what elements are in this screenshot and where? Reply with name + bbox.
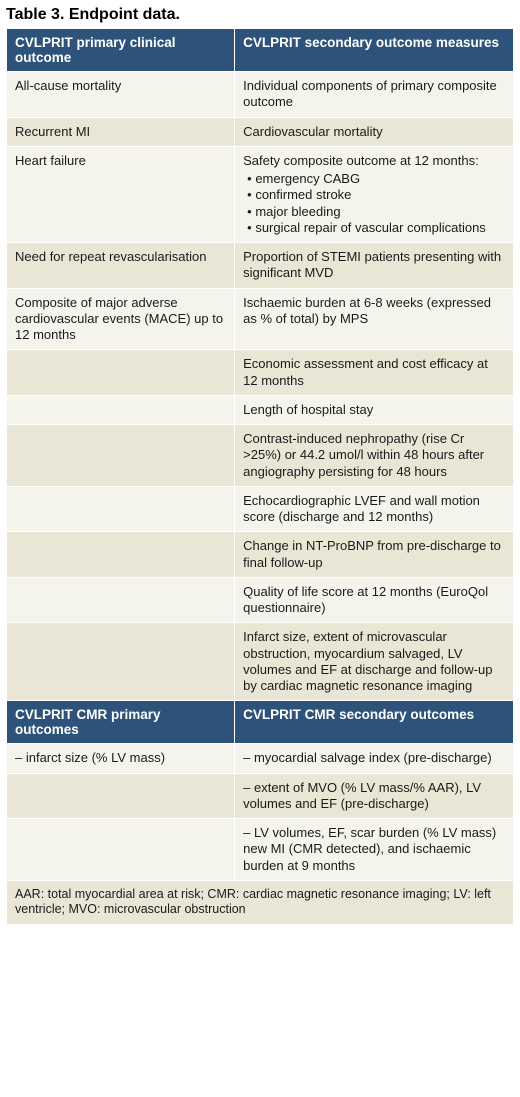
section1-right-cell: Change in NT-ProBNP from pre-discharge t… [235,532,514,578]
section1-row: Echocardiographic LVEF and wall motion s… [7,486,514,532]
section1-right-cell: Proportion of STEMI patients presenting … [235,243,514,289]
section1-right-cell: Quality of life score at 12 months (Euro… [235,577,514,623]
section1-left-cell: Heart failure [7,146,235,242]
section2-left-cell [7,773,235,819]
header-row-2-right: CVLPRIT CMR secondary outcomes [235,701,514,744]
section1-left-cell: Need for repeat revascularisation [7,243,235,289]
section1-right-cell: Length of hospital stay [235,395,514,424]
section1-row: Composite of major adverse cardiovascula… [7,288,514,350]
section1-left-cell: Recurrent MI [7,117,235,146]
section2-right-cell: – extent of MVO (% LV mass/% AAR), LV vo… [235,773,514,819]
header-row-1-right: CVLPRIT secondary outcome measures [235,29,514,72]
section1-left-cell [7,395,235,424]
section1-row: Economic assessment and cost efficacy at… [7,350,514,396]
footnote-row: AAR: total myocardial area at risk; CMR:… [7,880,514,924]
section2-left-cell [7,819,235,881]
section1-row: Length of hospital stay [7,395,514,424]
section1-left-cell [7,350,235,396]
section2-right-cell: – LV volumes, EF, scar burden (% LV mass… [235,819,514,881]
section1-row: Quality of life score at 12 months (Euro… [7,577,514,623]
bullet-intro: Safety composite outcome at 12 months: [243,153,505,169]
section1-right-cell: Individual components of primary composi… [235,72,514,118]
section1-right-cell: Infarct size, extent of microvascular ob… [235,623,514,701]
footnote-cell: AAR: total myocardial area at risk; CMR:… [7,880,514,924]
section1-row: Contrast-induced nephropathy (rise Cr >2… [7,425,514,487]
section2-right-cell: – myocardial salvage index (pre-discharg… [235,744,514,773]
bullet-item: major bleeding [243,204,505,220]
bullet-list: emergency CABGconfirmed strokemajor blee… [243,171,505,236]
bullet-item: emergency CABG [243,171,505,187]
section1-left-cell [7,486,235,532]
header-row-2-left: CVLPRIT CMR primary outcomes [7,701,235,744]
section1-left-cell [7,532,235,578]
section1-row: Change in NT-ProBNP from pre-discharge t… [7,532,514,578]
section1-row: Recurrent MICardiovascular mortality [7,117,514,146]
section2-left-cell: – infarct size (% LV mass) [7,744,235,773]
section2-row: – infarct size (% LV mass)– myocardial s… [7,744,514,773]
section1-right-cell: Ischaemic burden at 6-8 weeks (expressed… [235,288,514,350]
section1-row: All-cause mortalityIndividual components… [7,72,514,118]
section1-left-cell [7,623,235,701]
section1-right-cell: Safety composite outcome at 12 months: em… [235,146,514,242]
section1-right-cell: Contrast-induced nephropathy (rise Cr >2… [235,425,514,487]
section1-left-cell [7,577,235,623]
section1-left-cell: All-cause mortality [7,72,235,118]
header-row-1-left: CVLPRIT primary clinical outcome [7,29,235,72]
header-row-2: CVLPRIT CMR primary outcomesCVLPRIT CMR … [7,701,514,744]
section2-row: – extent of MVO (% LV mass/% AAR), LV vo… [7,773,514,819]
section1-row: Need for repeat revascularisationProport… [7,243,514,289]
section1-row: Heart failureSafety composite outcome at… [7,146,514,242]
section1-row: Infarct size, extent of microvascular ob… [7,623,514,701]
table-title: Table 3. Endpoint data. [6,6,514,24]
header-row-1: CVLPRIT primary clinical outcomeCVLPRIT … [7,29,514,72]
section1-left-cell [7,425,235,487]
section2-row: – LV volumes, EF, scar burden (% LV mass… [7,819,514,881]
section1-left-cell: Composite of major adverse cardiovascula… [7,288,235,350]
bullet-item: surgical repair of vascular complication… [243,220,505,236]
endpoint-table: CVLPRIT primary clinical outcomeCVLPRIT … [6,28,514,925]
section1-right-cell: Economic assessment and cost efficacy at… [235,350,514,396]
section1-right-cell: Echocardiographic LVEF and wall motion s… [235,486,514,532]
bullet-item: confirmed stroke [243,187,505,203]
section1-right-cell: Cardiovascular mortality [235,117,514,146]
